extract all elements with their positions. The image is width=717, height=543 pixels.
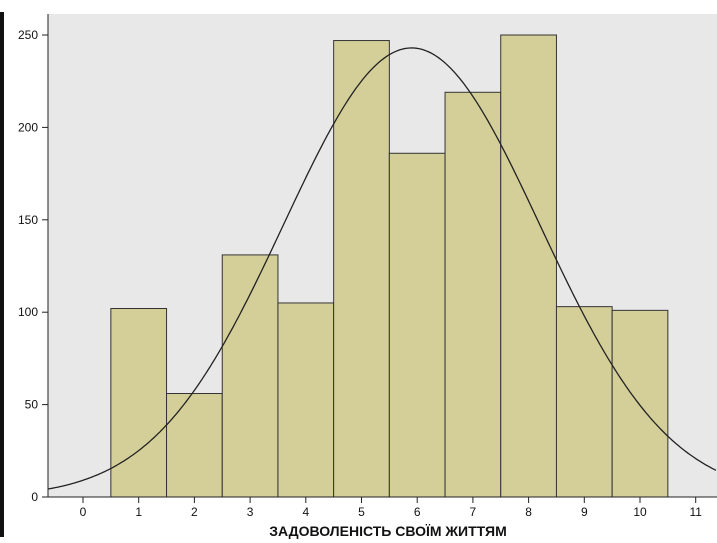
x-tick-label-8: 8 [525, 505, 532, 519]
y-tick-label-0: 0 [31, 490, 38, 504]
y-tick-label-50: 50 [25, 398, 39, 412]
y-tick-label-200: 200 [18, 120, 38, 134]
x-tick-label-3: 3 [247, 505, 254, 519]
x-tick-label-6: 6 [414, 505, 421, 519]
bar-7 [444, 91, 502, 498]
x-tick-label-7: 7 [470, 505, 477, 519]
bars-group [110, 34, 669, 498]
x-tick-label-11: 11 [689, 505, 702, 519]
bar-10 [611, 309, 669, 498]
x-tick-label-10: 10 [633, 505, 647, 519]
x-axis-ticks: 0 1 2 3 4 5 6 7 8 9 10 11 [80, 497, 702, 519]
y-axis-ticks: 0 50 100 150 200 250 [18, 28, 48, 504]
bar-6 [388, 152, 446, 498]
x-tick-label-1: 1 [135, 505, 142, 519]
bar-9 [555, 306, 613, 498]
bar-4 [277, 302, 335, 498]
bar-1 [110, 308, 168, 498]
x-tick-label-9: 9 [581, 505, 588, 519]
x-tick-label-4: 4 [302, 505, 309, 519]
y-tick-label-100: 100 [18, 305, 38, 319]
bar-8 [500, 34, 557, 498]
bar-2 [166, 393, 223, 498]
x-tick-label-5: 5 [358, 505, 365, 519]
normal-curve [47, 47, 717, 490]
y-tick-label-250: 250 [18, 28, 38, 42]
x-tick-label-2: 2 [191, 505, 198, 519]
left-edge-border [0, 12, 4, 537]
x-axis-title: ЗАДОВОЛЕНІСТЬ СВОЇМ ЖИТТЯМ [269, 523, 507, 539]
bar-3 [221, 254, 279, 498]
x-tick-label-0: 0 [80, 505, 87, 519]
y-tick-label-150: 150 [18, 213, 38, 227]
